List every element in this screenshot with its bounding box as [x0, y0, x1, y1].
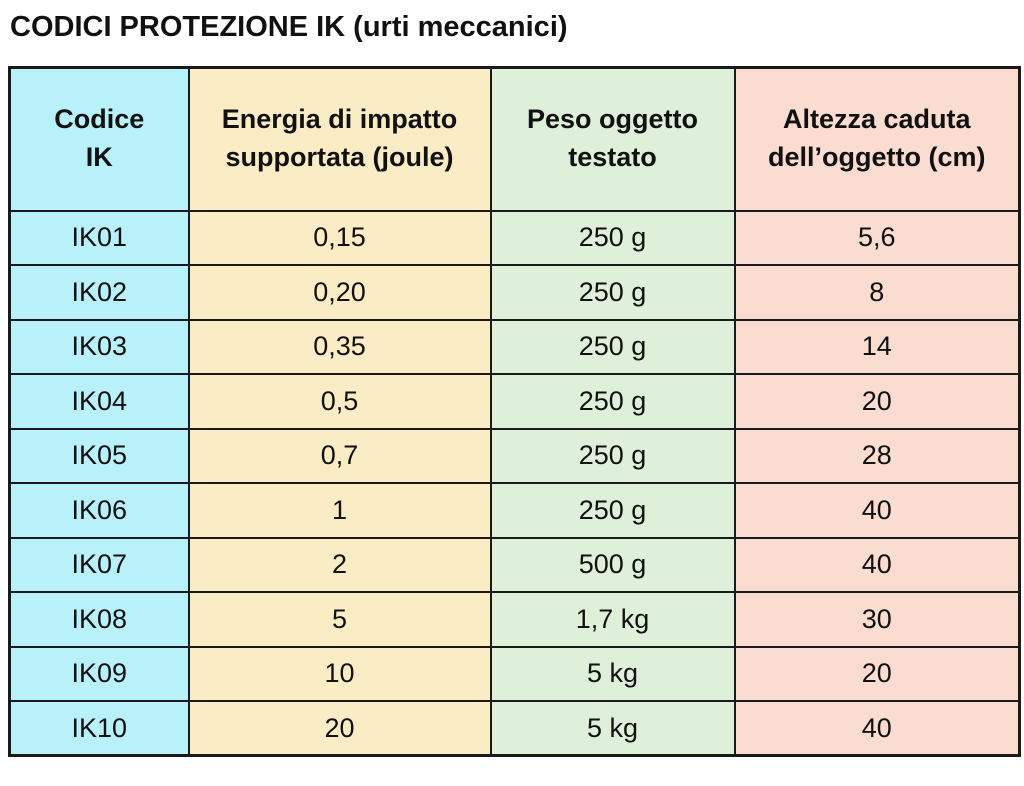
column-header-ik-code: Codice IK [8, 66, 190, 212]
column-header-impact-energy: Energia di impatto supportata (joule) [187, 66, 492, 212]
header-row: Codice IK Energia di impatto supportata … [8, 66, 1021, 212]
cell-drop-height: 20 [733, 373, 1021, 430]
cell-drop-height: 14 [733, 318, 1021, 375]
cell-object-weight: 250 g [489, 318, 736, 375]
cell-ik-code: IK05 [8, 427, 190, 484]
cell-drop-height: 20 [733, 645, 1021, 702]
cell-drop-height: 40 [733, 536, 1021, 593]
cell-drop-height: 28 [733, 427, 1021, 484]
cell-ik-code: IK03 [8, 318, 190, 375]
cell-ik-code: IK08 [8, 591, 190, 648]
cell-ik-code: IK09 [8, 645, 190, 702]
cell-drop-height: 40 [733, 700, 1021, 757]
cell-object-weight: 250 g [489, 264, 736, 321]
cell-ik-code: IK10 [8, 700, 190, 757]
cell-impact-energy: 0,5 [187, 373, 492, 430]
cell-impact-energy: 1 [187, 482, 492, 539]
cell-impact-energy: 0,7 [187, 427, 492, 484]
ik-codes-table: Codice IK Energia di impatto supportata … [8, 66, 1021, 757]
table-row: IK06 1 250 g 40 [8, 482, 1021, 539]
cell-object-weight: 1,7 kg [489, 591, 736, 648]
cell-ik-code: IK07 [8, 536, 190, 593]
table-row: IK08 5 1,7 kg 30 [8, 591, 1021, 648]
table-body: IK01 0,15 250 g 5,6 IK02 0,20 250 g 8 IK… [8, 209, 1021, 757]
cell-ik-code: IK02 [8, 264, 190, 321]
table-row: IK09 10 5 kg 20 [8, 645, 1021, 702]
cell-drop-height: 40 [733, 482, 1021, 539]
cell-drop-height: 8 [733, 264, 1021, 321]
column-header-object-weight: Peso oggetto testato [489, 66, 736, 212]
cell-drop-height: 30 [733, 591, 1021, 648]
cell-object-weight: 5 kg [489, 645, 736, 702]
cell-impact-energy: 0,35 [187, 318, 492, 375]
table-row: IK04 0,5 250 g 20 [8, 373, 1021, 430]
cell-object-weight: 250 g [489, 427, 736, 484]
cell-impact-energy: 10 [187, 645, 492, 702]
column-header-drop-height: Altezza caduta dell’oggetto (cm) [733, 66, 1021, 212]
table-row: IK05 0,7 250 g 28 [8, 427, 1021, 484]
page-title: CODICI PROTEZIONE IK (urti meccanici) [10, 11, 568, 43]
cell-ik-code: IK04 [8, 373, 190, 430]
cell-impact-energy: 0,15 [187, 209, 492, 266]
cell-object-weight: 500 g [489, 536, 736, 593]
table-row: IK01 0,15 250 g 5,6 [8, 209, 1021, 266]
cell-object-weight: 250 g [489, 373, 736, 430]
cell-ik-code: IK01 [8, 209, 190, 266]
cell-impact-energy: 0,20 [187, 264, 492, 321]
cell-ik-code: IK06 [8, 482, 190, 539]
table-row: IK02 0,20 250 g 8 [8, 264, 1021, 321]
cell-object-weight: 5 kg [489, 700, 736, 757]
table-row: IK07 2 500 g 40 [8, 536, 1021, 593]
table-row: IK10 20 5 kg 40 [8, 700, 1021, 757]
cell-object-weight: 250 g [489, 209, 736, 266]
cell-impact-energy: 2 [187, 536, 492, 593]
cell-impact-energy: 5 [187, 591, 492, 648]
cell-object-weight: 250 g [489, 482, 736, 539]
table-header: Codice IK Energia di impatto supportata … [8, 66, 1021, 212]
cell-drop-height: 5,6 [733, 209, 1021, 266]
table-row: IK03 0,35 250 g 14 [8, 318, 1021, 375]
cell-impact-energy: 20 [187, 700, 492, 757]
